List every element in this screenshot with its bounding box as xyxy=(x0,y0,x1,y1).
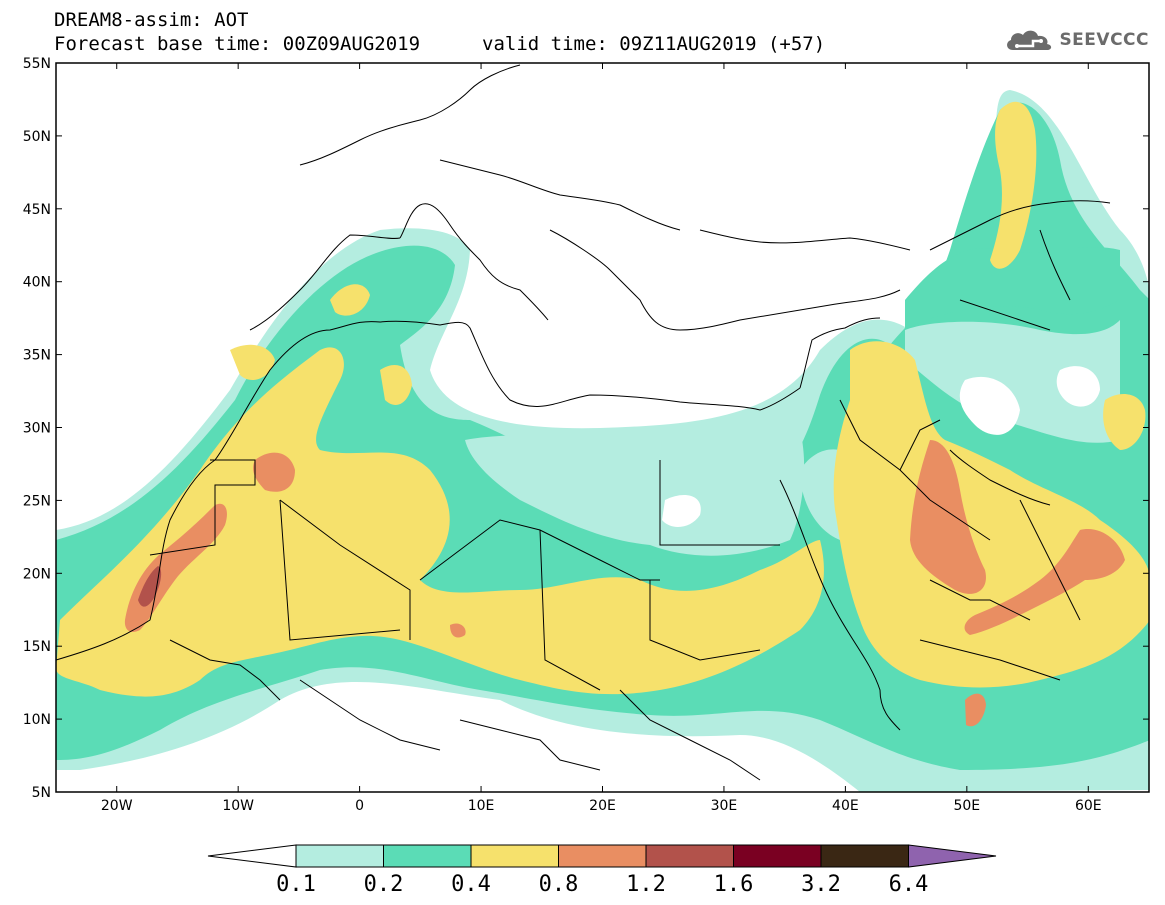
lon-label: 10W xyxy=(222,798,254,814)
colorbar-label: 1.6 xyxy=(714,872,754,897)
colorbar-swatch xyxy=(645,844,734,868)
lon-label: 50E xyxy=(953,798,980,814)
aot-colorbar: 0.1 0.2 0.4 0.8 1.2 1.6 3.2 6.4 xyxy=(207,844,997,897)
lon-label: 60E xyxy=(1075,798,1102,814)
lon-label: 20E xyxy=(589,798,616,814)
colorbar-label: 6.4 xyxy=(889,872,929,897)
valid-time: valid time: 09Z11AUG2019 (+57) xyxy=(482,33,826,55)
brand-logo: SEEVCCC xyxy=(1003,26,1149,54)
lat-label: 45N xyxy=(23,202,51,218)
lat-label: 20N xyxy=(23,566,51,582)
brand-name: SEEVCCC xyxy=(1059,30,1149,50)
lon-label: 20W xyxy=(101,798,133,814)
longitude-axis: 20W 10W 0 10E 20E 30E 40E 50E 60E xyxy=(101,63,1102,814)
colorbar-label: 0.1 xyxy=(276,872,316,897)
latitude-axis: 55N 50N 45N 40N 35N 30N 25N 20N 15N 10N 5N xyxy=(23,56,1149,801)
colorbar-label: 1.2 xyxy=(626,872,666,897)
colorbar-label: 0.4 xyxy=(451,872,491,897)
title-line-1: DREAM8-assim: AOT xyxy=(54,9,249,31)
lon-label: 10E xyxy=(468,798,495,814)
colorbar-label: 0.2 xyxy=(364,872,404,897)
lat-label: 15N xyxy=(23,639,51,655)
colorbar-swatch xyxy=(558,844,647,868)
colorbar-label: 3.2 xyxy=(801,872,841,897)
lon-label: 30E xyxy=(711,798,738,814)
colorbar-over-arrow xyxy=(908,844,997,868)
lon-label: 0 xyxy=(355,798,364,814)
colorbar-swatch xyxy=(733,844,822,868)
colorbar-swatch xyxy=(820,844,909,868)
colorbar-under-arrow xyxy=(207,844,297,868)
lat-label: 55N xyxy=(23,56,51,72)
lat-label: 25N xyxy=(23,493,51,509)
cloud-icon xyxy=(1007,30,1052,50)
lat-label: 50N xyxy=(23,129,51,145)
lat-label: 5N xyxy=(32,785,51,801)
aot-clear-patches xyxy=(520,366,1100,527)
aot-band-1.2 xyxy=(138,566,162,607)
lon-label: 40E xyxy=(832,798,859,814)
colorbar-swatch xyxy=(295,844,384,868)
colorbar-swatch xyxy=(470,844,559,868)
lat-label: 35N xyxy=(23,348,51,364)
colorbar-swatch xyxy=(383,844,472,868)
forecast-base-time: Forecast base time: 00Z09AUG2019 xyxy=(54,33,421,55)
lat-label: 10N xyxy=(23,712,51,728)
lat-label: 30N xyxy=(23,421,51,437)
aot-contour-fields xyxy=(56,90,1149,792)
country-borders xyxy=(56,64,1111,781)
lat-label: 40N xyxy=(23,275,51,291)
colorbar-label: 0.8 xyxy=(539,872,579,897)
